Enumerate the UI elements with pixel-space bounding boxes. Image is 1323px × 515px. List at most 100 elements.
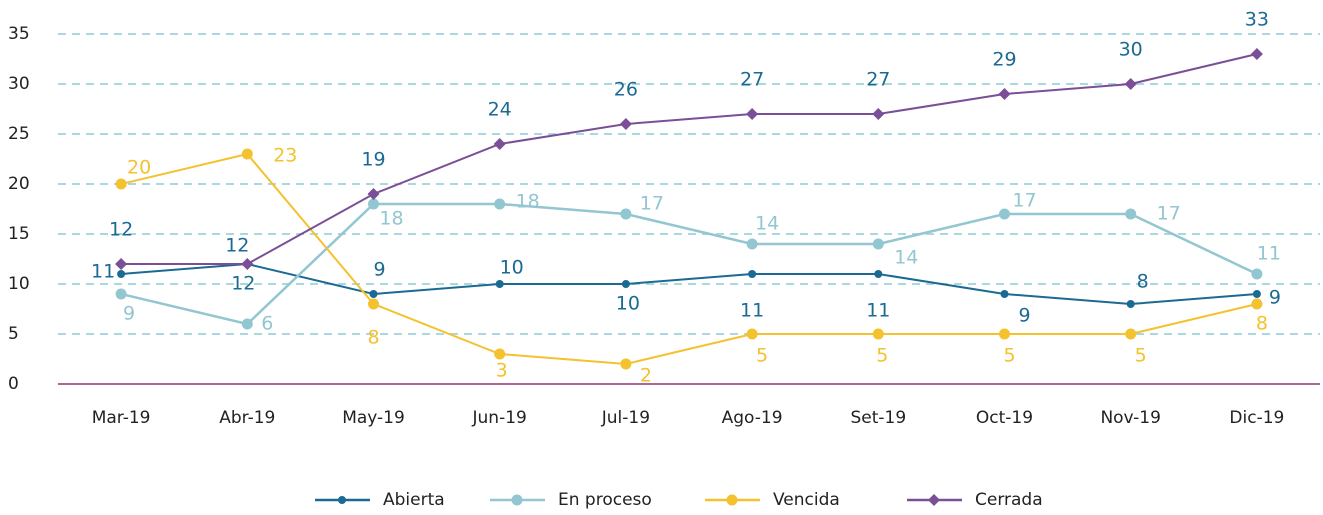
- data-label: 11: [1257, 243, 1281, 265]
- point: [746, 328, 758, 340]
- legend-marker: [928, 494, 940, 506]
- point: [620, 208, 632, 220]
- data-label: 14: [894, 247, 918, 269]
- data-label: 18: [516, 191, 540, 213]
- data-label: 12: [225, 235, 249, 257]
- data-label: 17: [1157, 203, 1181, 225]
- data-label: 12: [231, 273, 255, 295]
- x-tick-label: Nov-19: [1100, 408, 1161, 428]
- data-label: 29: [992, 49, 1016, 71]
- x-tick-label: Set-19: [850, 408, 906, 428]
- point: [1250, 48, 1263, 60]
- point: [621, 280, 630, 288]
- data-label: 24: [488, 99, 512, 121]
- legend-marker: [726, 494, 738, 506]
- point: [495, 280, 504, 288]
- y-tick-label: 0: [8, 374, 19, 394]
- x-tick-label: Ago-19: [722, 408, 783, 428]
- legend-marker: [511, 494, 523, 506]
- x-tick-label: Jun-19: [472, 408, 527, 428]
- y-tick-label: 35: [8, 24, 30, 44]
- data-label: 17: [1012, 190, 1036, 212]
- point: [872, 108, 885, 120]
- x-tick-label: May-19: [342, 408, 405, 428]
- point: [874, 270, 883, 278]
- point: [493, 138, 506, 150]
- point: [1252, 290, 1261, 298]
- data-label: 6: [261, 313, 273, 335]
- point: [241, 318, 253, 330]
- point: [746, 108, 759, 120]
- legend-label: Abierta: [383, 490, 445, 510]
- point: [115, 178, 127, 190]
- data-label: 10: [500, 257, 524, 279]
- point: [1125, 208, 1137, 220]
- point: [619, 118, 632, 130]
- data-label: 20: [127, 157, 151, 179]
- data-label: 9: [1018, 305, 1030, 327]
- point: [999, 208, 1010, 220]
- point: [872, 238, 884, 250]
- point: [620, 358, 632, 370]
- point: [494, 348, 506, 360]
- data-label: 11: [740, 300, 764, 322]
- point: [494, 198, 506, 210]
- data-label: 23: [273, 145, 297, 167]
- point: [1125, 328, 1137, 340]
- point: [1251, 298, 1263, 310]
- point: [746, 238, 758, 250]
- data-label: 5: [756, 345, 768, 367]
- point: [748, 270, 757, 278]
- series-line: [120, 202, 1258, 326]
- legend-label: Cerrada: [975, 490, 1043, 510]
- data-label: 27: [740, 69, 764, 91]
- point: [1251, 268, 1263, 280]
- data-label: 11: [866, 300, 890, 322]
- data-label: 14: [755, 213, 779, 235]
- y-tick-label: 25: [8, 124, 30, 144]
- point: [999, 328, 1010, 340]
- point: [1000, 290, 1009, 298]
- legend-label: Vencida: [773, 490, 840, 510]
- y-tick-label: 5: [8, 324, 19, 344]
- point: [117, 270, 126, 278]
- data-label: 5: [1135, 345, 1147, 367]
- series-line: [121, 53, 1258, 265]
- data-label: 27: [866, 69, 890, 91]
- point: [241, 258, 254, 270]
- data-label: 9: [1269, 287, 1281, 309]
- data-label: 9: [123, 303, 135, 325]
- series-line: [121, 262, 1257, 306]
- data-label: 18: [379, 208, 403, 230]
- point: [367, 188, 380, 200]
- point: [368, 198, 379, 210]
- data-label: 2: [640, 365, 652, 387]
- x-tick-label: Mar-19: [92, 408, 151, 428]
- data-label: 5: [1003, 345, 1015, 367]
- x-tick-label: Oct-19: [976, 408, 1033, 428]
- point: [998, 88, 1011, 100]
- data-label: 8: [1137, 271, 1149, 293]
- series-line: [120, 152, 1258, 366]
- data-label: 19: [361, 149, 385, 171]
- point: [1126, 300, 1135, 308]
- legend-marker: [338, 496, 346, 504]
- point: [115, 258, 128, 270]
- x-tick-label: Abr-19: [219, 408, 275, 428]
- data-label: 5: [876, 345, 888, 367]
- point: [368, 298, 379, 310]
- data-label: 3: [496, 360, 508, 382]
- data-label: 17: [640, 193, 664, 215]
- y-tick-label: 30: [8, 74, 30, 94]
- legend-label: En proceso: [558, 490, 652, 510]
- data-label: 10: [616, 293, 640, 315]
- data-label: 33: [1245, 9, 1269, 31]
- y-tick-label: 10: [8, 274, 30, 294]
- point: [1124, 78, 1137, 90]
- data-label: 9: [373, 259, 385, 281]
- point: [115, 288, 127, 300]
- y-tick-label: 15: [8, 224, 30, 244]
- x-tick-label: Dic-19: [1229, 408, 1284, 428]
- data-label: 8: [367, 327, 379, 349]
